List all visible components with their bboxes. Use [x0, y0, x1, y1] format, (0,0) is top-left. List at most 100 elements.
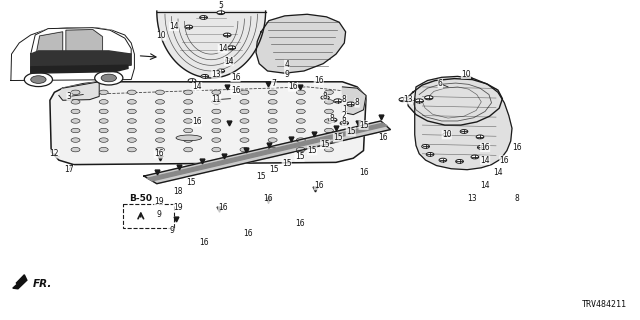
Circle shape: [156, 138, 164, 142]
Polygon shape: [415, 76, 512, 170]
Circle shape: [240, 148, 249, 152]
Text: 16: 16: [314, 181, 324, 190]
Polygon shape: [13, 275, 27, 289]
Circle shape: [212, 109, 221, 114]
Circle shape: [329, 118, 337, 122]
Circle shape: [71, 119, 80, 123]
Circle shape: [71, 138, 80, 142]
Circle shape: [296, 148, 305, 152]
Circle shape: [324, 128, 333, 133]
Circle shape: [212, 90, 221, 94]
Text: 16: 16: [218, 204, 228, 212]
Text: 16: 16: [154, 149, 164, 158]
Polygon shape: [31, 51, 131, 67]
Circle shape: [101, 74, 116, 82]
Text: 14: 14: [493, 168, 503, 177]
Circle shape: [184, 100, 193, 104]
Text: 8: 8: [342, 95, 347, 104]
Polygon shape: [144, 121, 390, 184]
Circle shape: [425, 96, 433, 100]
Circle shape: [99, 109, 108, 114]
Circle shape: [99, 119, 108, 123]
Text: 15: 15: [269, 165, 279, 174]
Text: 15: 15: [282, 159, 292, 168]
Text: 16: 16: [262, 194, 273, 203]
Circle shape: [324, 148, 333, 152]
Text: 16: 16: [294, 219, 305, 228]
Circle shape: [185, 25, 193, 29]
Text: 9: 9: [169, 226, 174, 235]
Text: 16: 16: [480, 143, 490, 152]
Text: 16: 16: [192, 117, 202, 126]
Polygon shape: [256, 14, 346, 73]
Circle shape: [156, 128, 164, 133]
Circle shape: [99, 148, 108, 152]
Circle shape: [443, 133, 451, 137]
Text: 16: 16: [512, 143, 522, 152]
Text: 8: 8: [323, 92, 328, 101]
Circle shape: [240, 100, 249, 104]
Text: 14: 14: [480, 156, 490, 164]
Circle shape: [426, 153, 434, 156]
Circle shape: [127, 128, 136, 133]
Circle shape: [324, 109, 333, 114]
Circle shape: [99, 128, 108, 133]
Polygon shape: [406, 79, 502, 125]
Circle shape: [217, 11, 225, 15]
Circle shape: [422, 145, 429, 148]
Circle shape: [212, 128, 221, 133]
Text: 10: 10: [442, 130, 452, 139]
Circle shape: [415, 99, 424, 103]
Text: 15: 15: [294, 152, 305, 162]
Circle shape: [477, 146, 485, 149]
Circle shape: [268, 100, 277, 104]
Text: 15: 15: [256, 172, 266, 180]
Text: 16: 16: [378, 133, 388, 142]
Text: 15: 15: [358, 121, 369, 130]
Circle shape: [340, 121, 349, 125]
Polygon shape: [31, 65, 128, 73]
Circle shape: [212, 119, 221, 123]
Circle shape: [201, 75, 209, 78]
Circle shape: [71, 90, 80, 94]
Circle shape: [334, 99, 342, 103]
Text: 15: 15: [186, 178, 196, 187]
Circle shape: [127, 148, 136, 152]
Text: 10: 10: [156, 31, 166, 40]
Circle shape: [156, 109, 164, 114]
Circle shape: [71, 109, 80, 114]
Circle shape: [296, 119, 305, 123]
Text: 6: 6: [438, 79, 443, 88]
Text: 16: 16: [230, 85, 241, 95]
Text: 15: 15: [333, 133, 343, 142]
Circle shape: [296, 128, 305, 133]
Text: 15: 15: [320, 140, 330, 149]
Circle shape: [240, 109, 249, 114]
Circle shape: [296, 109, 305, 114]
Text: B-50: B-50: [129, 194, 152, 203]
Circle shape: [240, 128, 249, 133]
Text: 8: 8: [515, 194, 520, 203]
Circle shape: [184, 148, 193, 152]
Text: 1: 1: [342, 105, 347, 114]
Circle shape: [156, 148, 164, 152]
Text: 3: 3: [67, 92, 72, 101]
Circle shape: [71, 100, 80, 104]
Circle shape: [156, 90, 164, 94]
Circle shape: [127, 119, 136, 123]
Circle shape: [184, 119, 193, 123]
Text: 10: 10: [461, 70, 471, 79]
Circle shape: [95, 71, 123, 85]
Circle shape: [324, 138, 333, 142]
Circle shape: [127, 138, 136, 142]
Text: 14: 14: [224, 57, 234, 66]
Circle shape: [184, 109, 193, 114]
Text: 13: 13: [211, 70, 221, 79]
Circle shape: [460, 130, 468, 133]
Circle shape: [99, 138, 108, 142]
Polygon shape: [31, 28, 131, 54]
Circle shape: [156, 100, 164, 104]
Circle shape: [456, 159, 463, 163]
Circle shape: [324, 90, 333, 94]
Circle shape: [184, 128, 193, 133]
